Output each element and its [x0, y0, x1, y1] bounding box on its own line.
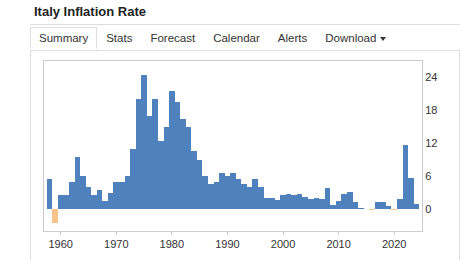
svg-text:6: 6 — [425, 170, 431, 182]
svg-text:2000: 2000 — [271, 238, 295, 250]
svg-text:1960: 1960 — [48, 238, 72, 250]
html-text:Download: Download — [325, 32, 377, 44]
svg-text:24: 24 — [425, 71, 437, 83]
svg-text:2010: 2010 — [326, 238, 350, 250]
html-text:Forecast: Forecast — [150, 32, 196, 44]
svg-text:18: 18 — [425, 104, 437, 116]
svg-text:1980: 1980 — [160, 238, 184, 250]
svg-text:12: 12 — [425, 137, 437, 149]
svg-text:0: 0 — [425, 203, 431, 215]
svg-text:1970: 1970 — [104, 238, 128, 250]
svg-text:1990: 1990 — [215, 238, 239, 250]
html-text:Italy Inflation Rate: Italy Inflation Rate — [34, 4, 146, 19]
svg-text:2020: 2020 — [382, 238, 406, 250]
html-text:Calendar: Calendar — [213, 32, 260, 44]
html-text:Stats: Stats — [106, 32, 133, 44]
html-text:Summary: Summary — [39, 32, 89, 44]
html-text:Alerts: Alerts — [277, 32, 308, 44]
